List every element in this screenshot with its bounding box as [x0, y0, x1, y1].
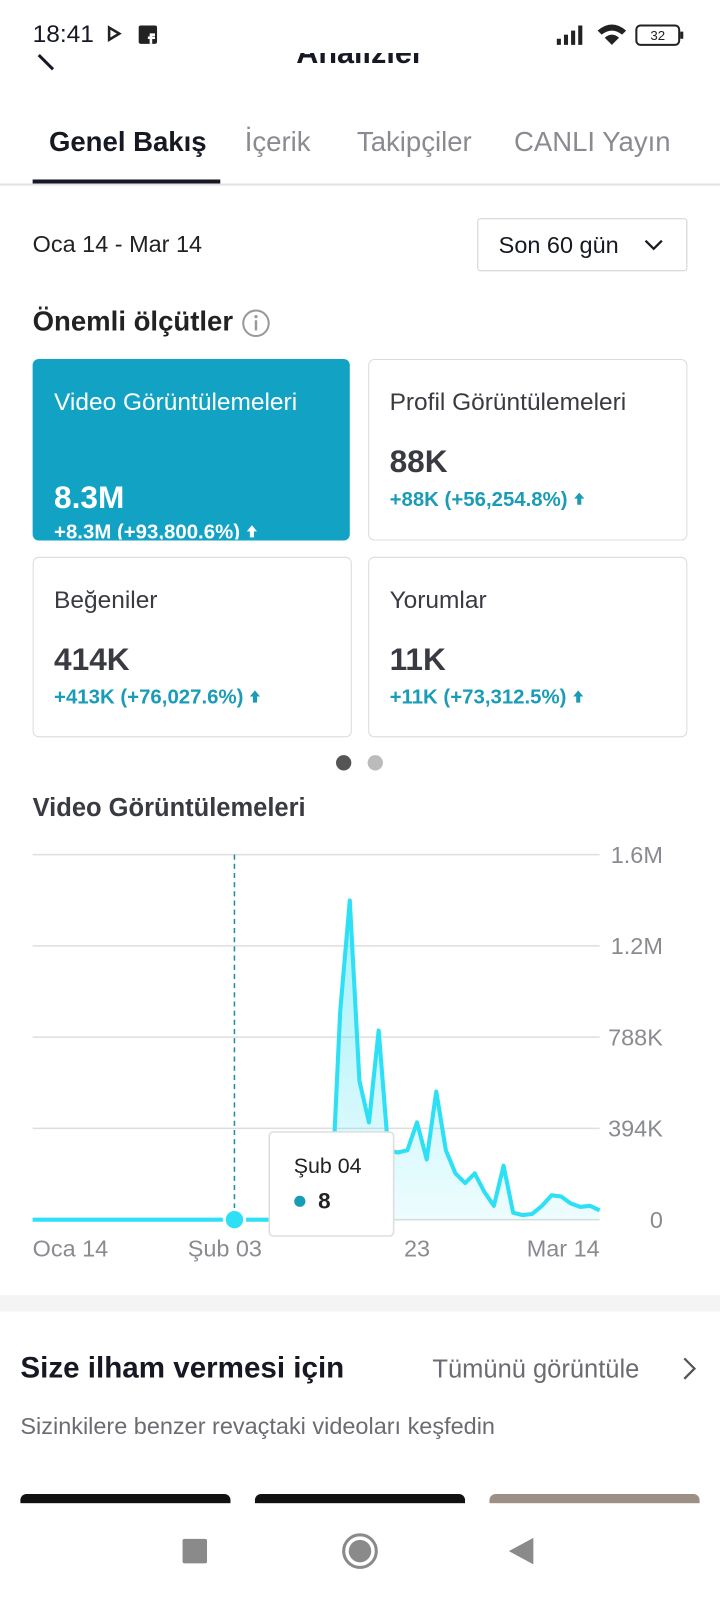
- metric-change: +8.3M (+93,800.6%): [54, 521, 258, 541]
- metric-card[interactable]: Video Görüntülemeleri 8.3M +8.3M (+93,80…: [32, 358, 350, 541]
- metric-card[interactable]: Profil Görüntülemeleri 88K +88K (+56,254…: [368, 358, 688, 541]
- period-text: Son 60 gün: [498, 231, 619, 259]
- chart-title: Video Görüntülemeleri: [32, 793, 306, 822]
- status-right: 32: [556, 24, 684, 46]
- metrics-title: Önemli ölçütler: [32, 305, 234, 337]
- metric-change-text: +88K (+56,254.8%): [389, 488, 568, 511]
- y-tick-label: 1.2M: [611, 933, 663, 959]
- chevron-right: [683, 1357, 697, 1380]
- tab-indicator: [32, 179, 221, 184]
- metric-change: +88K (+56,254.8%): [390, 488, 586, 511]
- metric-change: +11K (+73,312.5%): [390, 686, 585, 709]
- section-divider: [0, 1295, 720, 1312]
- x-tick-label: Oca 14: [33, 1235, 109, 1261]
- metric-label: Beğeniler: [54, 586, 158, 614]
- tooltip: Şub 04 8: [268, 1131, 395, 1237]
- up-arrow: [573, 690, 584, 703]
- metric-value: 88K: [389, 443, 448, 480]
- header-title: Analizler: [296, 53, 424, 71]
- metric-label: Profil Görüntülemeleri: [389, 388, 627, 417]
- status-icons: [107, 25, 158, 44]
- highlight-point: [222, 1207, 247, 1232]
- metric-label: Yorumlar: [389, 586, 487, 614]
- y-tick-label: 1.6M: [611, 842, 663, 868]
- dropdown-icon: [644, 239, 663, 251]
- tooltip-value: 8: [318, 1188, 330, 1213]
- back-button[interactable]: [35, 53, 59, 73]
- header: Analizler: [0, 53, 720, 73]
- metric-change-text: +8.3M (+93,800.6%): [54, 521, 241, 541]
- divider: [0, 183, 720, 186]
- battery-level: 32: [650, 28, 665, 43]
- status-time: 18:41: [32, 20, 94, 48]
- x-tick-label: Mar 14: [527, 1235, 600, 1261]
- tab[interactable]: Takipçiler: [356, 126, 472, 158]
- chart: 0 394K 788K 1.2M 1.6M Oca 14 Şub 03 23 Mar 14 Şub…: [32, 842, 663, 1261]
- x-tick-label: Şub 03: [188, 1235, 262, 1261]
- metric-value: 8.3M: [54, 479, 125, 515]
- date-range: Oca 14 - Mar 14: [32, 230, 203, 257]
- up-arrow: [246, 525, 257, 538]
- y-tick-label: 0: [650, 1207, 663, 1233]
- tooltip-label: Şub 04: [294, 1154, 362, 1178]
- tooltip-dot: [294, 1195, 306, 1207]
- y-tick-label: 394K: [608, 1116, 663, 1142]
- period-selector[interactable]: Son 60 gün: [477, 218, 688, 272]
- nav-bar: [0, 1503, 720, 1600]
- pager-dots: [336, 755, 383, 771]
- x-tick-label: 23: [404, 1235, 430, 1261]
- up-arrow: [250, 690, 261, 703]
- see-all-link[interactable]: Tümünü görüntüle: [432, 1355, 640, 1384]
- tooltip-box: [268, 1131, 395, 1237]
- metric-change: +413K (+76,027.6%): [54, 686, 261, 709]
- info-icon[interactable]: [241, 308, 272, 339]
- section-title: Size ilham vermesi için: [20, 1352, 345, 1385]
- up-arrow: [574, 492, 585, 505]
- tab[interactable]: CANLI Yayın: [513, 126, 671, 158]
- metric-card[interactable]: Yorumlar 11K +11K (+73,312.5%): [368, 556, 688, 738]
- y-tick-label: 788K: [608, 1024, 663, 1050]
- metric-card[interactable]: Beğeniler 414K +413K (+76,027.6%): [32, 556, 352, 738]
- metric-value: 11K: [389, 641, 446, 678]
- metric-change-text: +11K (+73,312.5%): [389, 686, 567, 709]
- metric-value: 414K: [54, 641, 130, 678]
- metric-change-text: +413K (+76,027.6%): [54, 686, 244, 709]
- nav-recents[interactable]: [179, 1536, 210, 1567]
- tab-active[interactable]: Genel Bakış: [48, 126, 207, 158]
- nav-home[interactable]: [341, 1532, 380, 1571]
- section-subtitle: Sizinkilere benzer revaçtaki videoları k…: [20, 1412, 495, 1439]
- nav-back[interactable]: [506, 1536, 537, 1567]
- tab[interactable]: İçerik: [244, 126, 311, 158]
- metric-label: Video Görüntülemeleri: [54, 388, 298, 417]
